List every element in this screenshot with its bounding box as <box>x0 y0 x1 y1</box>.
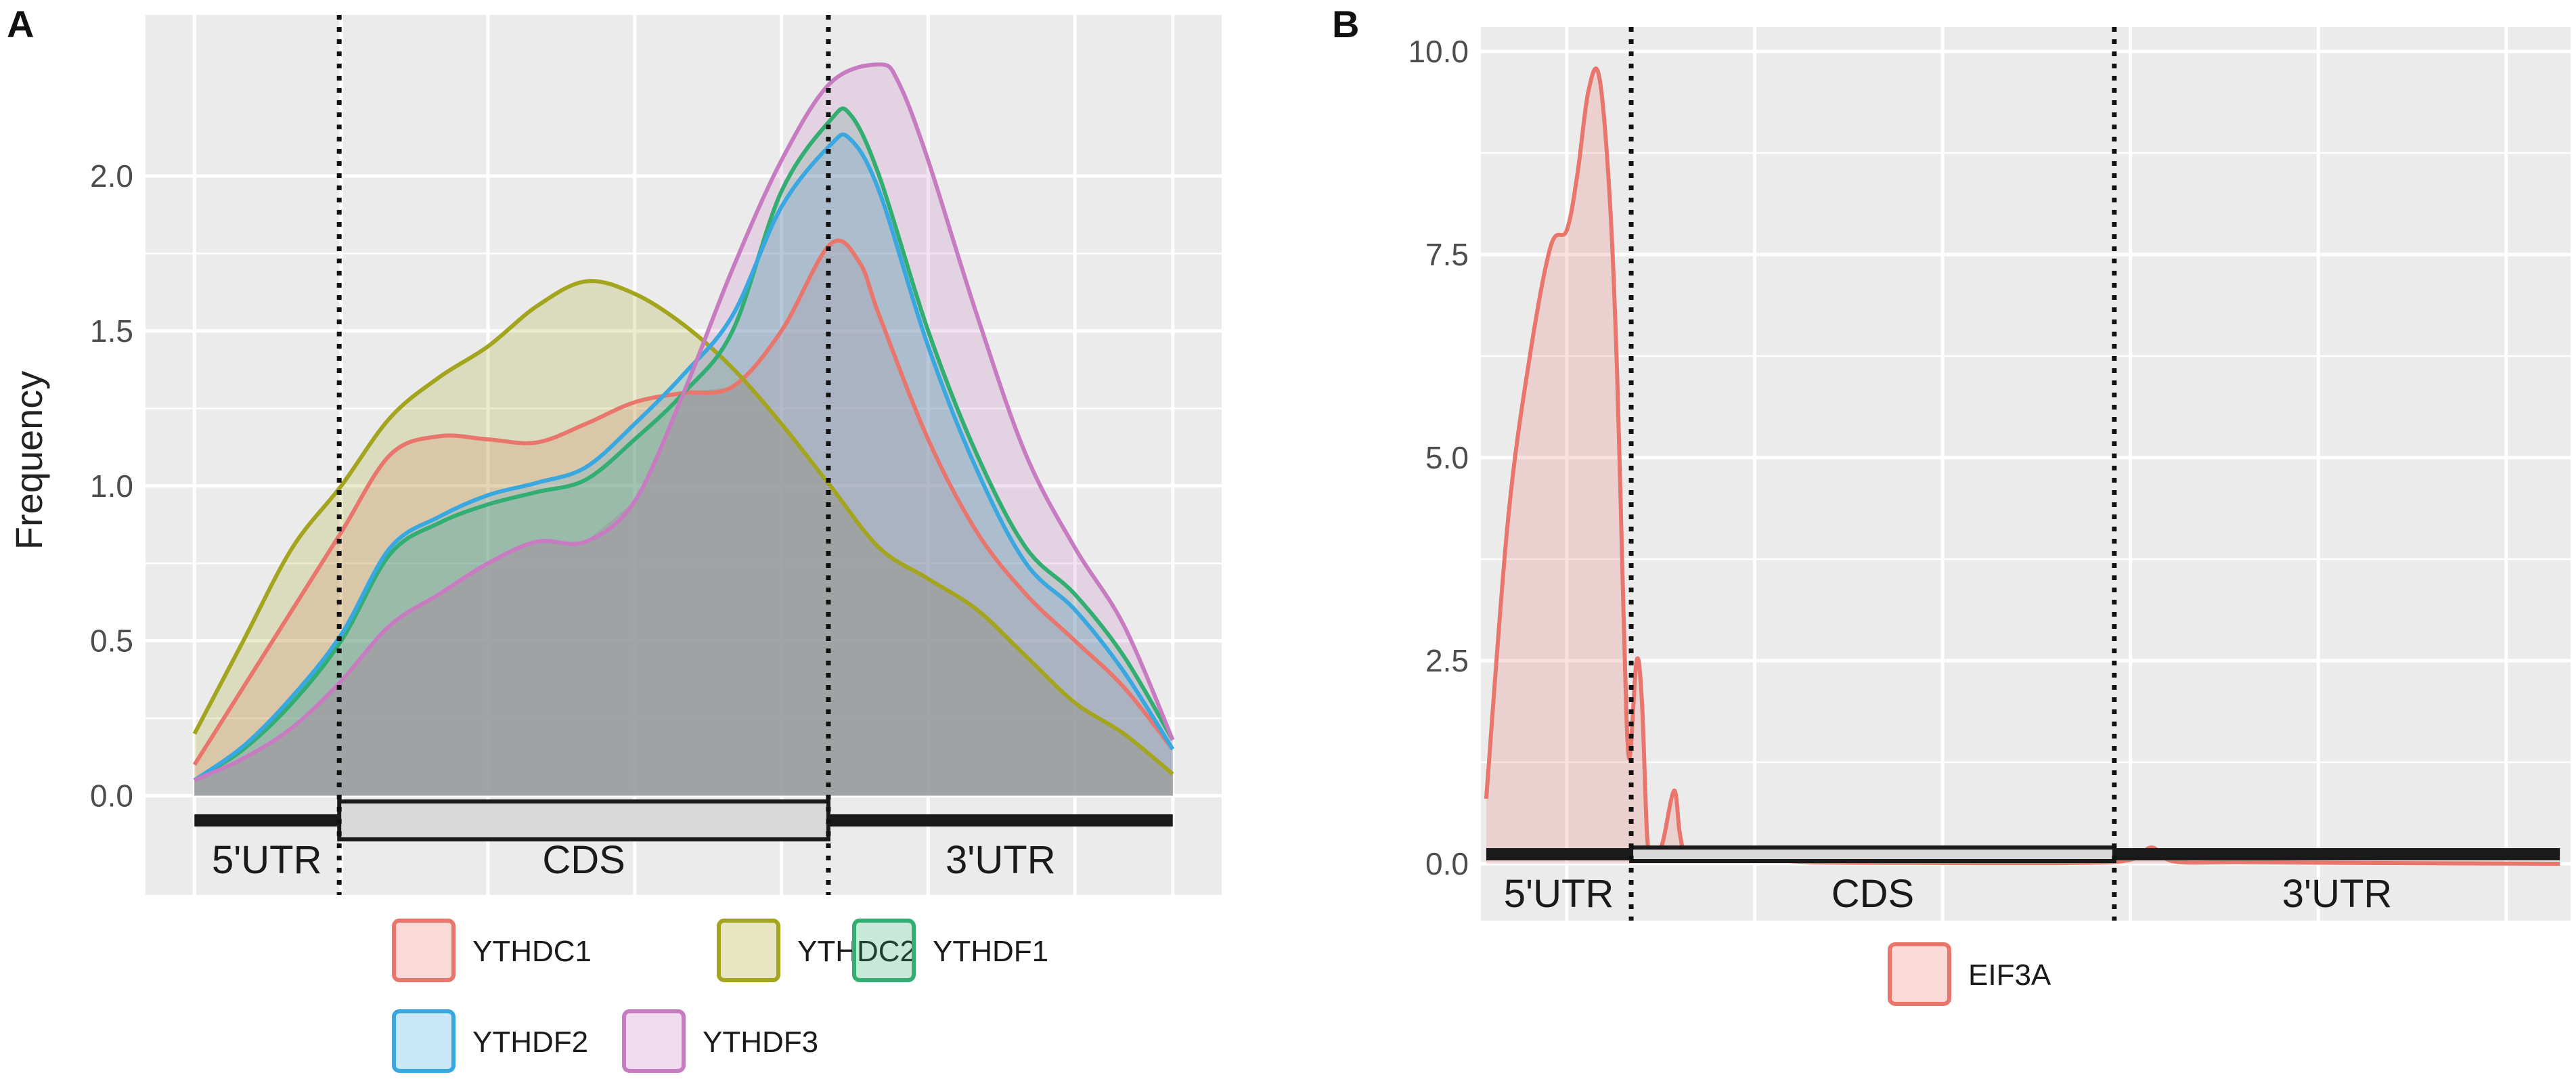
region-label-cds: CDS <box>1831 872 1914 916</box>
y-tick-label-3: 7.5 <box>1425 237 1469 272</box>
line-ythdc2 <box>192 279 1174 776</box>
region-label-3-utr: 3'UTR <box>946 838 1056 882</box>
y-tick-label-4: 10.0 <box>1408 34 1469 69</box>
legend-label-ythdc1: YTHDC1 <box>472 935 592 968</box>
legend-label-ythdf3: YTHDF3 <box>703 1026 818 1059</box>
region-label-5-utr: 5'UTR <box>212 838 322 882</box>
y-tick-label-2: 1.0 <box>90 468 133 504</box>
legend-key-ythdc2 <box>717 919 780 982</box>
panel-a-y-axis: 0.0 0.5 1.0 1.5 2.0 <box>90 158 133 813</box>
y-tick-label-0: 0.0 <box>1425 846 1469 881</box>
legend-key-ythdf1 <box>852 919 916 982</box>
legend-key-eif3a <box>1888 942 1951 1006</box>
y-tick-label-2: 5.0 <box>1425 440 1469 475</box>
panel-b-gridlines <box>1481 27 2571 921</box>
legend-label-ythdf1: YTHDF1 <box>933 935 1048 968</box>
line-ythdf2 <box>193 132 1175 783</box>
region-label-5-utr: 5'UTR <box>1504 872 1614 916</box>
panel-a-y-axis-title: Frequency <box>7 371 50 550</box>
legend-label-ythdf2: YTHDF2 <box>472 1026 588 1059</box>
panel-a-series-lines <box>192 62 1175 783</box>
panel-a-overlap-overlay <box>194 379 1173 796</box>
y-tick-label-1: 0.5 <box>90 623 133 659</box>
panel-b-areas <box>1486 68 2560 864</box>
legend-key-ythdc1 <box>392 919 456 982</box>
cds-box <box>337 799 830 841</box>
panel-b: B 5'UTR CDS 3'UTR 0.0 2.5 5.0 7.5 10.0 EIF3A <box>1332 3 2571 1006</box>
panel-a-label: A <box>7 3 34 45</box>
cds-box <box>1629 845 2116 863</box>
panel-b-legend: EIF3A <box>1888 942 2051 1006</box>
area-eif3a <box>1486 68 2560 864</box>
legend-label-ythdc2: YTHDC2 <box>797 935 916 968</box>
panel-a: A 5'UTR CDS 3'UTR 0.0 0.5 1.0 1.5 2.0 Frequenc… <box>7 3 1222 1073</box>
panel-a-region-labels: 5'UTR CDS 3'UTR <box>212 838 1056 882</box>
panel-b-region-labels: 5'UTR CDS 3'UTR <box>1504 872 2393 916</box>
line-ythdf1 <box>193 106 1175 783</box>
region-label-3-utr: 3'UTR <box>2282 872 2393 916</box>
panel-b-plot-background <box>1481 27 2571 921</box>
legend-key-ythdf2 <box>392 1009 456 1073</box>
panel-a-legend: YTHDC1 YTHDC2 YTHDF1 YTHDF2 YTHDF3 <box>392 919 1048 1073</box>
panel-b-label: B <box>1332 3 1359 45</box>
y-tick-label-1: 2.5 <box>1425 643 1469 678</box>
region-label-cds: CDS <box>542 838 625 882</box>
y-tick-label-3: 1.5 <box>90 313 133 349</box>
line-ythdf3 <box>194 62 1175 783</box>
legend-key-ythdf3 <box>622 1009 686 1073</box>
panel-b-gene-model <box>1486 845 2560 863</box>
panel-a-region-boundaries <box>336 15 831 895</box>
y-tick-label-0: 0.0 <box>90 778 133 814</box>
y-tick-label-4: 2.0 <box>90 158 133 194</box>
line-ythdc1 <box>192 238 1175 766</box>
legend-label-eif3a: EIF3A <box>1968 959 2051 992</box>
panel-b-y-axis: 0.0 2.5 5.0 7.5 10.0 <box>1408 34 1469 881</box>
panel-b-region-boundaries <box>1628 27 2117 921</box>
overlap-area <box>194 379 1173 796</box>
